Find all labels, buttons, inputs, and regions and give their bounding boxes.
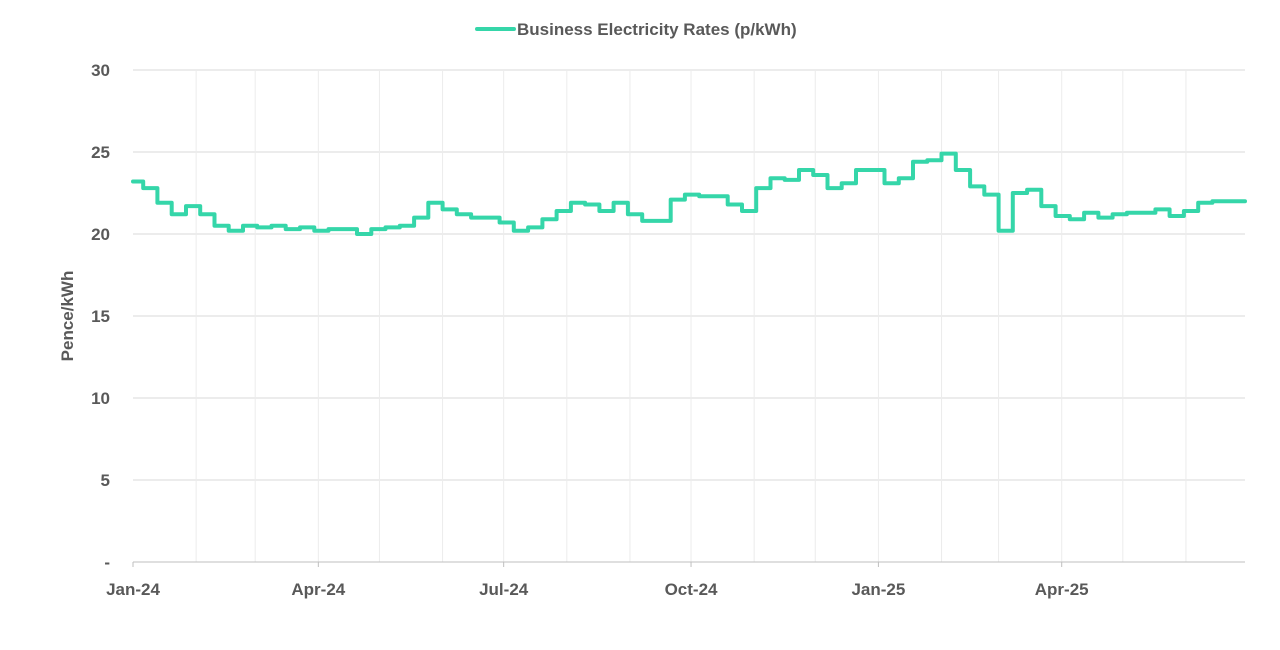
y-tick-label: 25 xyxy=(91,143,110,162)
series-line xyxy=(131,151,1247,236)
legend: Business Electricity Rates (p/kWh) xyxy=(475,20,797,39)
x-tick-label: Jul-24 xyxy=(479,580,529,599)
x-tick-label: Apr-24 xyxy=(291,580,345,599)
x-tick-label: Jan-25 xyxy=(851,580,905,599)
x-tick-label: Oct-24 xyxy=(665,580,718,599)
x-tick-label: Apr-25 xyxy=(1035,580,1089,599)
y-tick-label: - xyxy=(104,553,110,572)
y-tick-label: 10 xyxy=(91,389,110,408)
legend-label: Business Electricity Rates (p/kWh) xyxy=(517,20,797,39)
y-tick-label: 15 xyxy=(91,307,110,326)
y-tick-labels: - 5 10 15 20 25 30 xyxy=(91,61,110,572)
x-tick-label: Jan-24 xyxy=(106,580,160,599)
y-tick-label: 5 xyxy=(101,471,110,490)
y-axis-title: Pence/kWh xyxy=(58,271,77,362)
y-tick-label: 20 xyxy=(91,225,110,244)
gridlines xyxy=(132,69,1245,567)
y-tick-label: 30 xyxy=(91,61,110,80)
series-layer xyxy=(131,151,1247,236)
x-tick-labels: Jan-24 Apr-24 Jul-24 Oct-24 Jan-25 Apr-25 xyxy=(106,580,1089,599)
